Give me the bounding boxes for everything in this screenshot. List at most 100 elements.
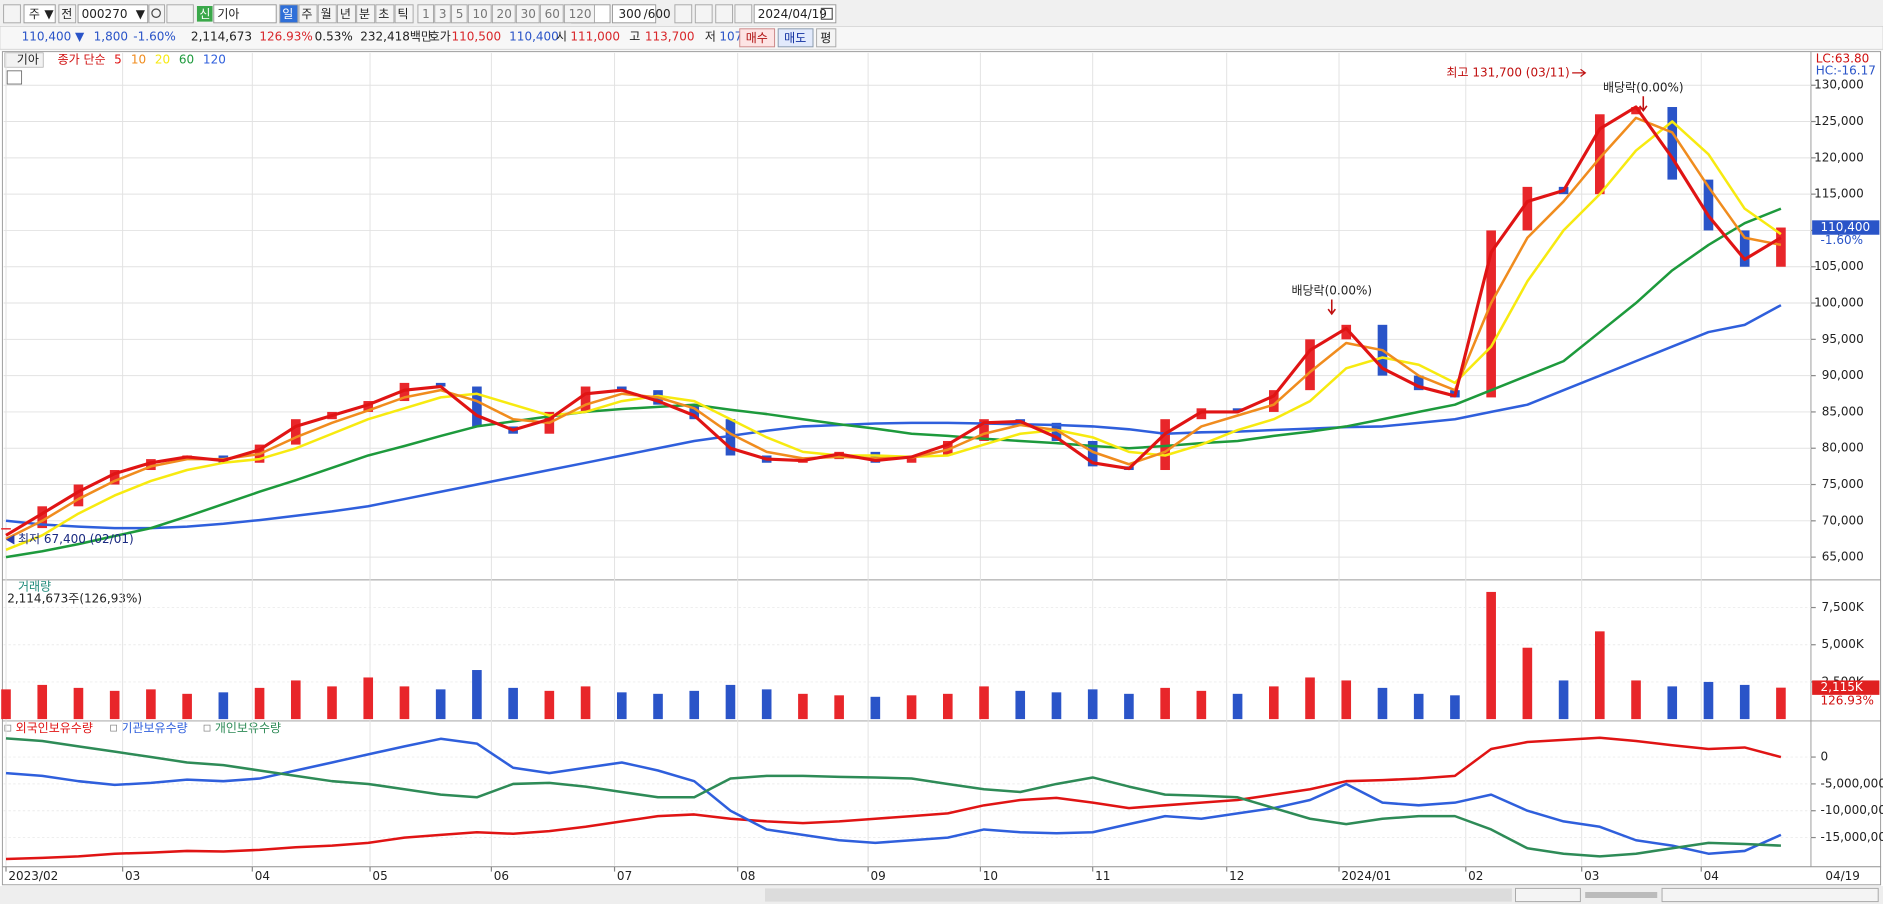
count-input[interactable]: [611, 4, 657, 24]
code-input[interactable]: [77, 4, 149, 24]
period-button[interactable]: [298, 4, 318, 24]
y-tick-label: 65,000: [1822, 550, 1864, 564]
interval-text: 3: [439, 7, 447, 21]
search-icon: [151, 8, 161, 19]
volume-bar: [1413, 693, 1424, 720]
panel-tab[interactable]: [4, 52, 44, 68]
avg-button[interactable]: [816, 28, 837, 48]
x-end-label: 04/19: [1825, 869, 1860, 883]
legend-box: [203, 724, 211, 732]
interval-button[interactable]: [539, 4, 564, 24]
save-button[interactable]: [715, 4, 734, 24]
interval-text: 20: [497, 7, 512, 21]
search-button[interactable]: [148, 4, 166, 24]
candle: [616, 386, 627, 391]
moving-average-line: [5, 105, 1782, 537]
volume-title: 거래량: [18, 580, 51, 594]
period-button[interactable]: [375, 4, 395, 24]
market-select[interactable]: [23, 4, 56, 24]
period-button[interactable]: [279, 4, 299, 24]
candle: [1595, 114, 1605, 195]
volume-bar: [653, 693, 663, 720]
moving-average-line: [5, 120, 1782, 552]
candle: [942, 440, 953, 456]
holding-line: [5, 736, 1782, 861]
hc-label: HC:-16.17: [1816, 63, 1876, 77]
view-controls[interactable]: [1661, 887, 1879, 903]
volume-bar: [906, 695, 917, 720]
x-tick-label: 09: [871, 869, 886, 883]
interval-text: 10: [473, 7, 488, 21]
volume-bar: [1124, 693, 1134, 720]
tool-button[interactable]: [694, 4, 713, 24]
info-quote-label: 호가: [429, 30, 451, 44]
candle: [290, 419, 301, 445]
period-button[interactable]: [394, 4, 414, 24]
volume-bar: [73, 687, 84, 720]
sell-button[interactable]: [777, 28, 814, 48]
volume-bar: [1558, 680, 1569, 720]
volume-bar: [798, 693, 808, 720]
period-button[interactable]: [317, 4, 337, 24]
buy-button[interactable]: [739, 28, 776, 48]
interval-button[interactable]: [451, 4, 468, 24]
interval-button[interactable]: [417, 4, 435, 24]
period-text: 분: [359, 7, 370, 21]
candle: [1413, 375, 1424, 391]
legend-entry: 기관보유수량: [121, 721, 187, 735]
candle: [1196, 408, 1207, 420]
holding-line: [5, 737, 1782, 855]
interval-button[interactable]: [467, 4, 492, 24]
playback-controls[interactable]: [1515, 887, 1581, 903]
candle: [1667, 107, 1678, 180]
new-badge: 신: [199, 7, 210, 21]
volume-bar: [1486, 591, 1496, 720]
volume-bar: [290, 680, 301, 720]
scroll-track[interactable]: [764, 888, 1512, 902]
dropdown-arrow: ▼: [44, 7, 54, 21]
volume-bar: [979, 686, 989, 720]
info-price: 110,400 ▼: [22, 30, 85, 44]
x-axis-bar: [1, 866, 1882, 886]
mode-button[interactable]: [58, 4, 77, 24]
interval-button[interactable]: [434, 4, 451, 24]
lc-label: LC:63.80: [1816, 51, 1869, 65]
date-input[interactable]: [753, 4, 837, 24]
candle: [1232, 408, 1243, 412]
interval-button[interactable]: [563, 4, 595, 24]
interval-button[interactable]: [491, 4, 516, 24]
legend-entry: 10: [131, 53, 146, 67]
x-tick-label: 12: [1229, 869, 1244, 883]
candle: [109, 470, 120, 485]
candle: [689, 404, 700, 420]
calendar-icon[interactable]: [820, 7, 833, 20]
period-button[interactable]: [336, 4, 356, 24]
volume-bar: [580, 686, 591, 720]
menu-icon[interactable]: [3, 4, 21, 24]
volume-bar: [1160, 687, 1170, 720]
x-tick-label: 08: [740, 869, 755, 883]
current-volume: 2,115K: [1821, 680, 1864, 694]
info-bar: [0, 26, 1883, 50]
legend-prefix: 종가 단순: [58, 53, 106, 67]
holding-line: [5, 737, 1781, 858]
mode-text: 전: [61, 7, 72, 21]
period-button[interactable]: [356, 4, 376, 24]
zoom-slider[interactable]: [1585, 891, 1658, 898]
period-text: 월: [321, 7, 332, 21]
volume-subtitle: 2,114,673주(126,93%): [7, 592, 142, 606]
x-tick-label: 04: [1704, 869, 1719, 883]
new-badge-bg: [196, 6, 213, 22]
interval-button[interactable]: [515, 4, 540, 24]
history-button[interactable]: [166, 4, 194, 24]
legend-entry: 5: [114, 53, 122, 67]
settings-button[interactable]: [734, 4, 753, 24]
tool-button[interactable]: [674, 4, 693, 24]
candle: [906, 455, 917, 463]
legend-entry: 60: [179, 53, 194, 67]
annotation: 최저 67,400 (02/01): [18, 532, 134, 546]
grid-icon[interactable]: [6, 70, 23, 85]
volume-bar: [1595, 631, 1605, 720]
code-text: 000270: [82, 7, 128, 21]
name-input[interactable]: [213, 4, 277, 24]
